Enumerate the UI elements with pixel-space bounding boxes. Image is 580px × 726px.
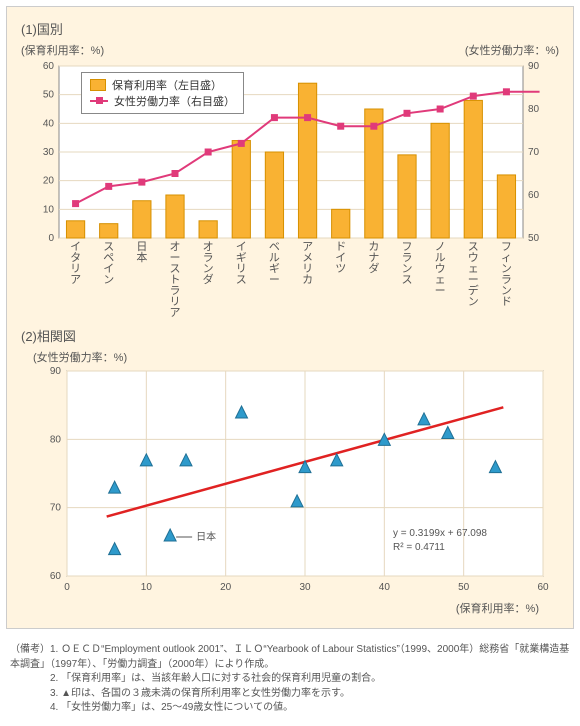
svg-text:フィンランド: フィンランド	[501, 241, 512, 308]
chart1-section: (1)国別 (保育利用率：%) (女性労働力率：%) 保育利用率（左目盛） 女性…	[21, 19, 559, 318]
svg-text:10: 10	[43, 204, 55, 215]
footnote-line: 2. 「保育利用率」は、当該年齢人口に対する社会的保育利用児童の割合。	[10, 672, 570, 687]
svg-text:ドイツ: ドイツ	[335, 241, 346, 275]
svg-text:60: 60	[50, 571, 62, 582]
svg-text:40: 40	[43, 118, 55, 129]
chart2-section: (2)相関図 (女性労働力率：%) 60 70 80 90 0 10 20 30 40 50 60 日…	[21, 326, 559, 616]
svg-text:オランダ: オランダ	[203, 240, 214, 286]
page-root: (1)国別 (保育利用率：%) (女性労働力率：%) 保育利用率（左目盛） 女性…	[0, 6, 580, 726]
svg-text:ノルウェー: ノルウェー	[435, 241, 446, 297]
svg-text:60: 60	[43, 61, 55, 72]
svg-text:日本: 日本	[136, 241, 147, 264]
svg-text:0: 0	[64, 582, 70, 593]
chart2-svg: 60 70 80 90 0 10 20 30 40 50 60 日本 y = 0.3199x + 67.…	[21, 365, 561, 600]
legend-line-row: 女性労働力率（右目盛）	[90, 93, 235, 109]
chart1-left-axis-label: (保育利用率：%)	[21, 42, 104, 58]
svg-text:ベルギー: ベルギー	[269, 241, 280, 286]
footnotes-body: （備考）1. ＯＥＣＤ“Employment outlook 2001”、ＩＬＯ…	[10, 643, 570, 716]
svg-text:30: 30	[43, 147, 55, 158]
footnote-line: 4. 「女性労働力率」は、25〜49歳女性についての値。	[10, 701, 570, 716]
chart2-y-axis-label: (女性労働力率：%)	[21, 349, 559, 365]
svg-text:R² = 0.4711: R² = 0.4711	[393, 542, 445, 553]
svg-text:0: 0	[48, 233, 54, 244]
chart1-right-axis-label: (女性労働力率：%)	[465, 42, 559, 58]
footnotes: （備考）1. ＯＥＣＤ“Employment outlook 2001”、ＩＬＯ…	[0, 635, 580, 726]
chart1-legend: 保育利用率（左目盛） 女性労働力率（右目盛）	[81, 72, 244, 114]
svg-text:スペイン: スペイン	[103, 241, 114, 286]
svg-text:日本: 日本	[196, 530, 216, 543]
svg-text:50: 50	[458, 582, 470, 593]
svg-text:カナダ: カナダ	[368, 240, 379, 275]
svg-text:30: 30	[299, 582, 311, 593]
legend-line-label: 女性労働力率（右目盛）	[114, 93, 235, 109]
svg-text:イタリア: イタリア	[70, 241, 81, 286]
svg-text:60: 60	[537, 582, 549, 593]
svg-text:90: 90	[528, 61, 540, 72]
chart2-x-axis-label: (保育利用率：%)	[21, 600, 559, 616]
svg-text:50: 50	[43, 90, 55, 101]
svg-text:80: 80	[528, 104, 540, 115]
legend-bar-label: 保育利用率（左目盛）	[112, 77, 222, 93]
svg-text:アメリカ: アメリカ	[302, 241, 313, 286]
chart1-wrapper: 保育利用率（左目盛） 女性労働力率（右目盛） 0 10 20 30 40 50 60 50 60…	[21, 58, 559, 318]
svg-text:90: 90	[50, 366, 62, 377]
chart2-title: (2)相関図	[21, 326, 559, 345]
svg-text:20: 20	[43, 176, 55, 187]
svg-text:10: 10	[141, 582, 153, 593]
svg-text:70: 70	[50, 503, 62, 514]
svg-text:フランス: フランス	[402, 241, 413, 286]
line-swatch-icon	[90, 100, 108, 102]
svg-text:40: 40	[379, 582, 391, 593]
svg-text:オーストラリア: オーストラリア	[170, 240, 181, 318]
svg-text:イギリス: イギリス	[236, 241, 247, 286]
chart1-axis-labels-row: (保育利用率：%) (女性労働力率：%)	[21, 42, 559, 58]
svg-text:スウェーデン: スウェーデン	[468, 241, 479, 308]
svg-text:y = 0.3199x + 67.098: y = 0.3199x + 67.098	[393, 528, 487, 539]
svg-text:50: 50	[528, 233, 540, 244]
svg-text:80: 80	[50, 434, 62, 445]
charts-panel: (1)国別 (保育利用率：%) (女性労働力率：%) 保育利用率（左目盛） 女性…	[6, 6, 574, 629]
footnote-line: 3. ▲印は、各国の３歳未満の保育所利用率と女性労働力率を示す。	[10, 687, 570, 702]
svg-text:60: 60	[528, 190, 540, 201]
legend-bar-row: 保育利用率（左目盛）	[90, 77, 235, 93]
svg-text:70: 70	[528, 147, 540, 158]
footnote-line: （備考）1. ＯＥＣＤ“Employment outlook 2001”、ＩＬＯ…	[10, 643, 570, 672]
bar-swatch-icon	[90, 79, 106, 91]
chart1-title: (1)国別	[21, 19, 559, 38]
svg-text:20: 20	[220, 582, 232, 593]
